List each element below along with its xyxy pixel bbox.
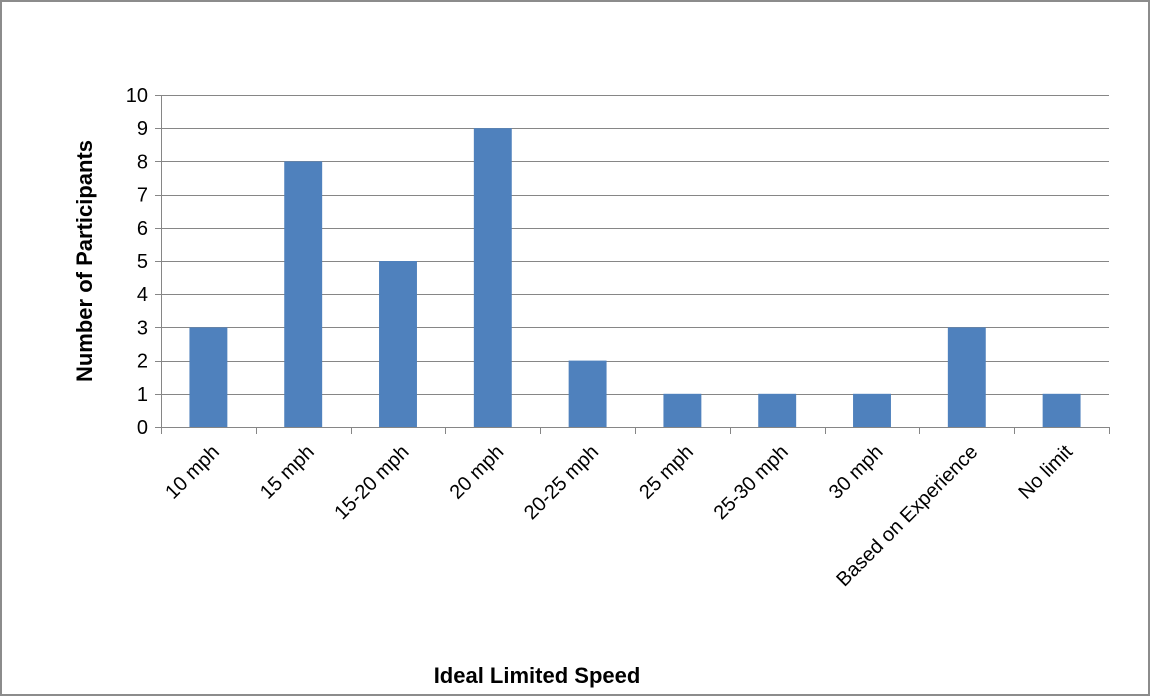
y-tick-label-5: 5 [137, 251, 148, 273]
y-tick-label-3: 3 [137, 317, 148, 339]
y-tick-label-8: 8 [137, 151, 148, 173]
y-tick-label-6: 6 [137, 218, 148, 240]
bar-8 [853, 393, 891, 427]
y-tick-label-0: 0 [137, 417, 148, 439]
y-axis-title: Number of Participants [72, 140, 97, 382]
bar-5 [568, 360, 607, 427]
y-tick-label-10: 10 [126, 85, 148, 107]
bar-3 [379, 261, 417, 427]
bar-10 [1042, 393, 1081, 427]
x-tick-labels: 10 mph 15 mph 15-20 mph 20 mph 20-25 mph 25 m… [161, 441, 1077, 591]
y-tick-label-9: 9 [137, 118, 148, 140]
y-tick-labels: 0 1 2 3 4 5 6 7 8 9 10 [126, 85, 148, 439]
x-tick-label-3: 15-20 mph [330, 441, 413, 524]
axes [155, 95, 1110, 434]
y-tick-label-4: 4 [137, 284, 148, 306]
x-tick-label-8: 30 mph [825, 441, 888, 504]
x-tick-label-1: 10 mph [161, 441, 224, 504]
x-tick-label-6: 25 mph [635, 441, 698, 504]
y-tick-label-2: 2 [137, 351, 148, 373]
x-tick-label-5: 20-25 mph [520, 441, 603, 524]
bar-2 [284, 161, 323, 427]
bar-6 [663, 393, 702, 427]
y-tick-label-1: 1 [137, 384, 148, 406]
bar-1 [189, 327, 228, 427]
bar-4 [473, 128, 512, 427]
x-tick-label-2: 15 mph [256, 441, 319, 504]
x-tick-label-10: No limit [1014, 441, 1077, 504]
bar-7 [758, 393, 797, 427]
x-tick-label-7: 25-30 mph [710, 441, 793, 524]
bar-9 [947, 327, 986, 427]
bars [189, 128, 1081, 427]
x-tick-label-4: 20 mph [446, 441, 509, 504]
x-axis-title: Ideal Limited Speed [434, 663, 641, 688]
y-tick-label-7: 7 [137, 185, 148, 207]
